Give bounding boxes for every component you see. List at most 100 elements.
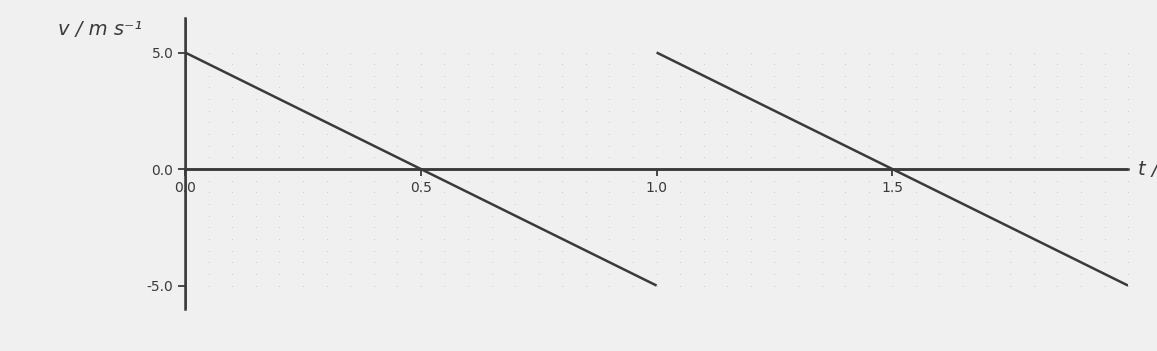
Point — [459, 213, 478, 218]
Point — [930, 190, 949, 195]
Point — [860, 120, 878, 125]
Point — [860, 154, 878, 160]
Point — [1071, 225, 1090, 230]
Point — [294, 131, 312, 137]
Point — [600, 190, 619, 195]
Point — [718, 131, 737, 137]
Point — [812, 154, 831, 160]
Point — [953, 236, 972, 242]
Point — [176, 50, 194, 55]
Point — [435, 50, 454, 55]
Point — [223, 236, 242, 242]
Point — [742, 154, 760, 160]
Point — [246, 50, 265, 55]
Point — [1025, 248, 1044, 253]
Point — [1071, 259, 1090, 265]
Point — [671, 50, 690, 55]
Point — [388, 154, 406, 160]
Point — [246, 154, 265, 160]
Point — [1119, 248, 1137, 253]
Point — [364, 50, 383, 55]
Point — [648, 259, 666, 265]
Point — [930, 50, 949, 55]
Point — [718, 178, 737, 184]
Point — [1071, 73, 1090, 79]
Point — [435, 108, 454, 114]
Point — [1071, 154, 1090, 160]
Point — [412, 248, 430, 253]
Point — [364, 213, 383, 218]
Point — [624, 178, 642, 184]
Point — [199, 61, 218, 67]
Point — [1071, 143, 1090, 148]
Point — [576, 143, 595, 148]
Point — [600, 61, 619, 67]
Point — [600, 283, 619, 289]
Point — [1119, 225, 1137, 230]
Point — [176, 213, 194, 218]
Point — [459, 225, 478, 230]
Point — [765, 236, 783, 242]
Point — [953, 85, 972, 90]
Point — [294, 120, 312, 125]
Point — [553, 236, 572, 242]
Point — [317, 61, 336, 67]
Point — [953, 201, 972, 207]
Point — [742, 178, 760, 184]
Point — [364, 190, 383, 195]
Point — [271, 283, 289, 289]
Point — [459, 201, 478, 207]
Point — [812, 213, 831, 218]
Point — [223, 143, 242, 148]
Point — [482, 120, 501, 125]
Point — [765, 248, 783, 253]
Point — [860, 143, 878, 148]
Point — [412, 166, 430, 172]
Point — [506, 154, 524, 160]
Point — [176, 108, 194, 114]
Point — [1025, 259, 1044, 265]
Point — [930, 73, 949, 79]
Point — [694, 131, 713, 137]
Point — [671, 271, 690, 277]
Point — [482, 96, 501, 102]
Point — [648, 225, 666, 230]
Point — [223, 85, 242, 90]
Point — [482, 61, 501, 67]
Point — [694, 108, 713, 114]
Point — [600, 85, 619, 90]
Point — [930, 131, 949, 137]
Point — [600, 166, 619, 172]
Point — [1025, 213, 1044, 218]
Point — [1096, 73, 1114, 79]
Point — [1119, 154, 1137, 160]
Point — [553, 201, 572, 207]
Point — [765, 73, 783, 79]
Point — [671, 178, 690, 184]
Point — [860, 236, 878, 242]
Point — [246, 143, 265, 148]
Point — [176, 259, 194, 265]
Point — [860, 271, 878, 277]
Point — [1025, 271, 1044, 277]
Point — [624, 143, 642, 148]
Point — [388, 248, 406, 253]
Point — [742, 143, 760, 148]
Point — [1119, 143, 1137, 148]
Point — [624, 85, 642, 90]
Point — [860, 73, 878, 79]
Point — [506, 201, 524, 207]
Point — [317, 190, 336, 195]
Point — [812, 225, 831, 230]
Point — [789, 61, 808, 67]
Point — [648, 131, 666, 137]
Point — [199, 166, 218, 172]
Point — [388, 61, 406, 67]
Point — [742, 190, 760, 195]
Point — [789, 248, 808, 253]
Point — [435, 201, 454, 207]
Point — [294, 213, 312, 218]
Point — [482, 259, 501, 265]
Point — [978, 236, 996, 242]
Point — [364, 154, 383, 160]
